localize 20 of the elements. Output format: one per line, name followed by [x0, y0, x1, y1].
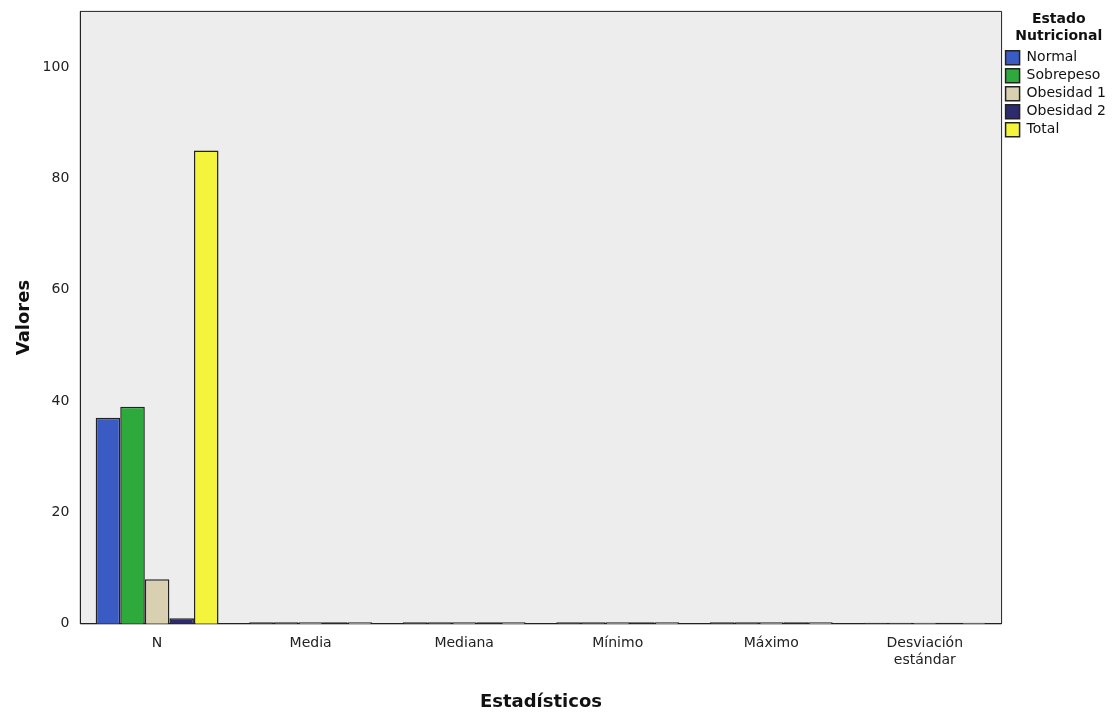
y-tick-label: 60	[51, 280, 70, 297]
x-tick-label: Media	[289, 633, 332, 650]
legend-title: Estado Nutricional	[1015, 9, 1103, 43]
legend-label: Total	[1025, 120, 1060, 137]
y-tick-label: 100	[42, 57, 70, 74]
y-tick-label: 20	[51, 503, 70, 520]
legend-label: Normal	[1026, 48, 1078, 65]
x-tick-label: N	[151, 633, 163, 650]
y-tick-label: 0	[60, 614, 70, 631]
x-tick-label: Desviación estándar	[886, 633, 964, 667]
y-axis-title: Valores	[12, 279, 34, 356]
x-axis-title: Estadísticos	[479, 689, 602, 711]
y-tick-label: 80	[51, 169, 70, 186]
legend-label: Obesidad 1	[1026, 84, 1107, 101]
x-tick-label: Mediana	[434, 633, 494, 650]
y-tick-label: 40	[51, 391, 70, 408]
x-tick-label: Mínimo	[592, 633, 644, 650]
x-tick-label: Máximo	[743, 633, 799, 650]
legend-label: Obesidad 2	[1026, 102, 1107, 119]
legend-label: Sobrepeso	[1026, 66, 1101, 83]
